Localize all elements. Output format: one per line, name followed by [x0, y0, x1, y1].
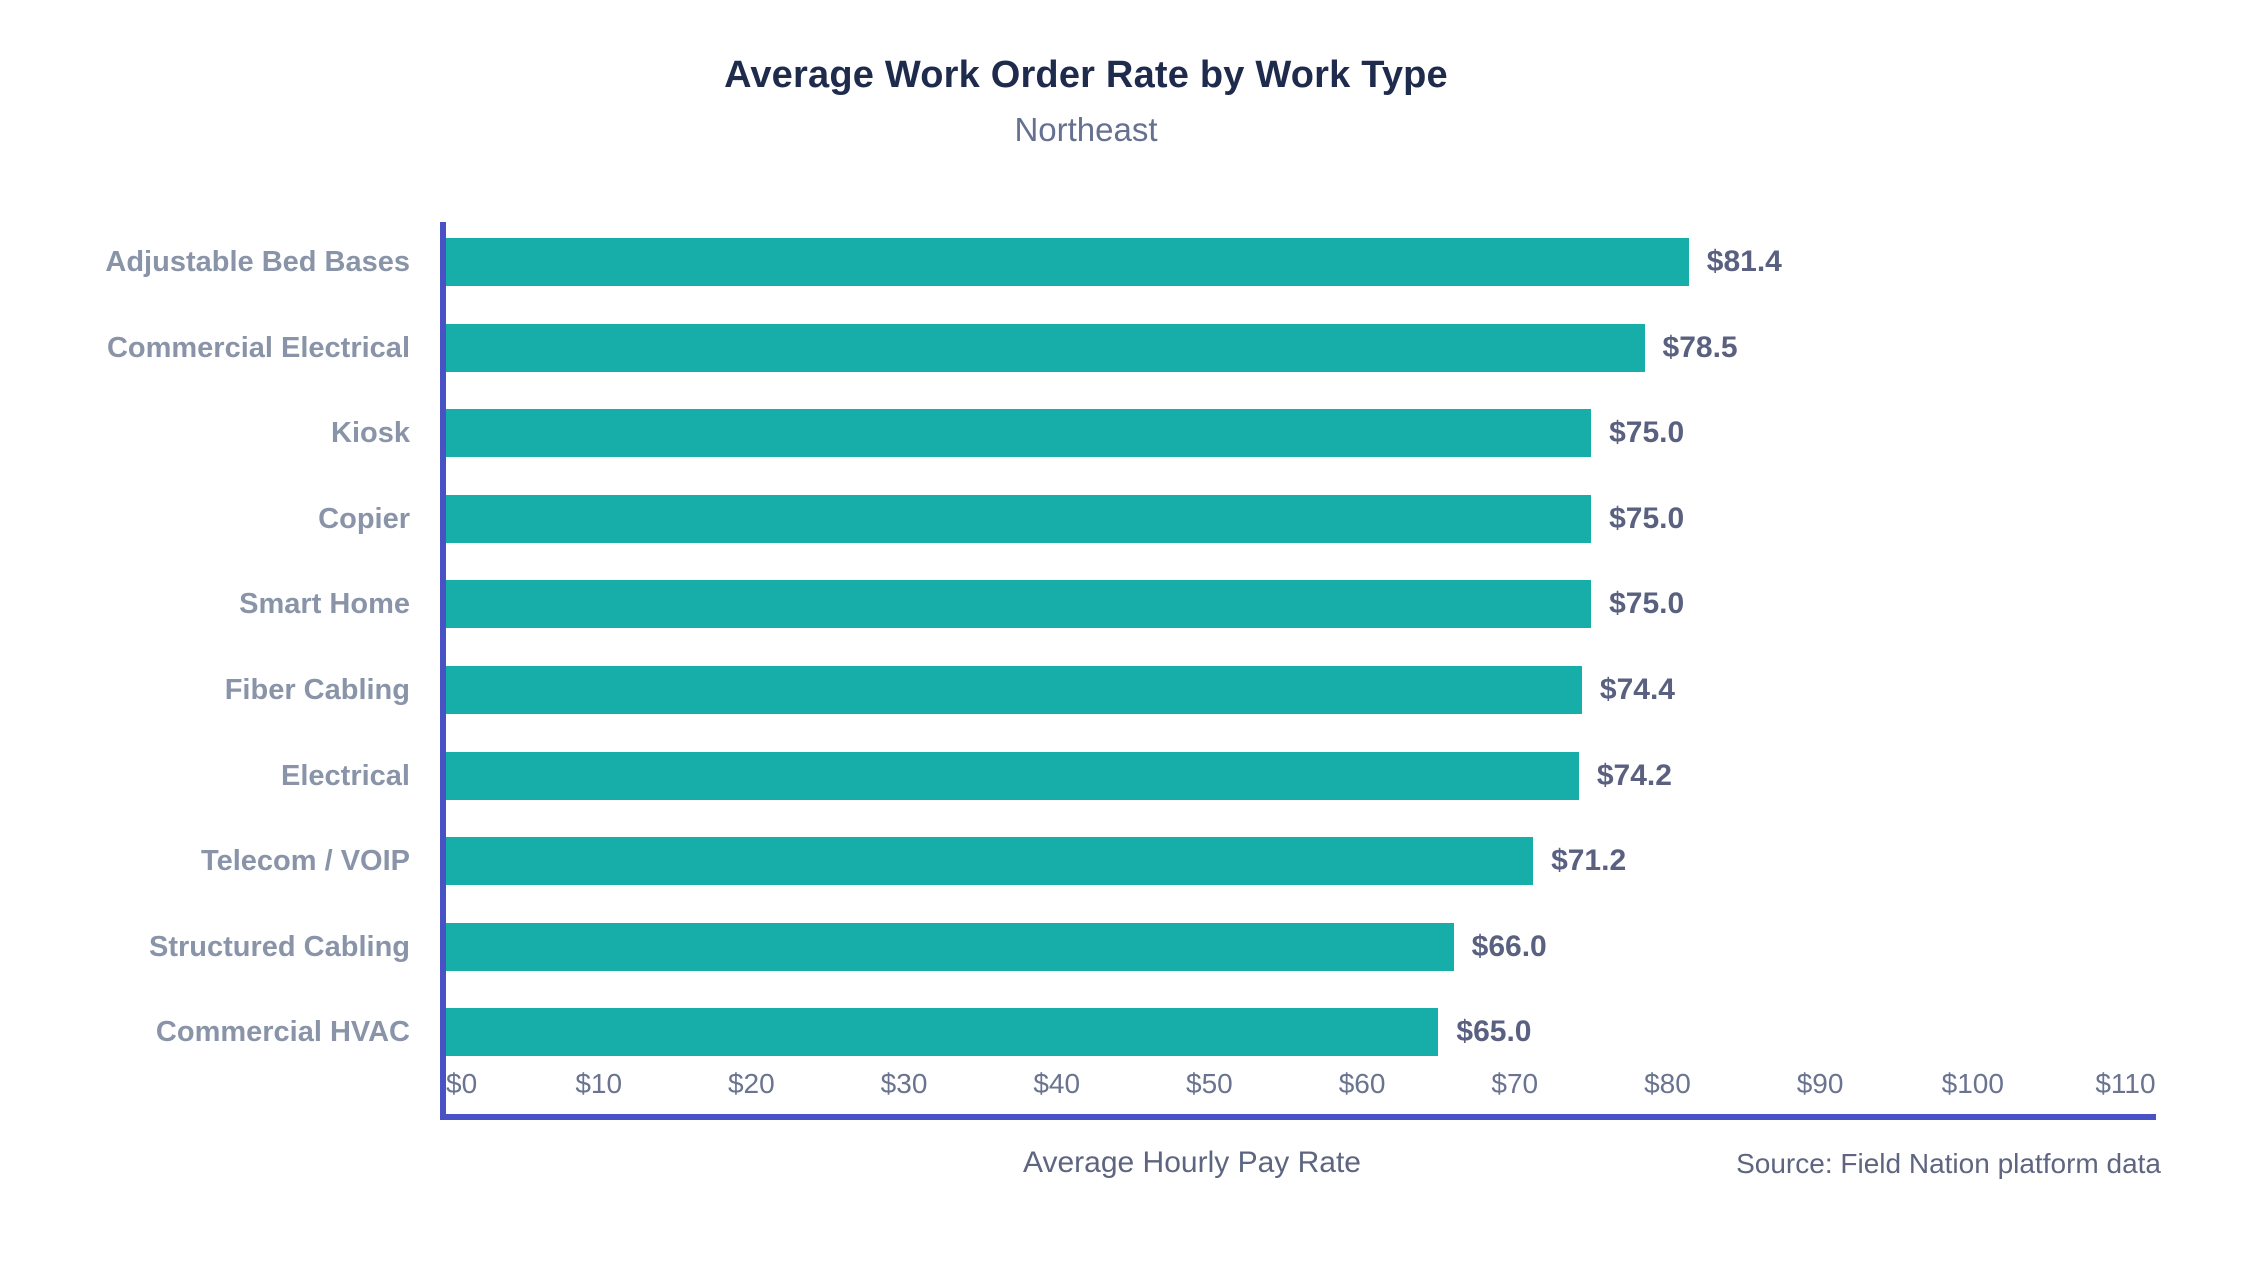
chart-title: Average Work Order Rate by Work Type	[724, 54, 1448, 96]
bar-row: $75.0	[446, 409, 2156, 495]
bar-row: $74.2	[446, 751, 2156, 838]
category-label: Commercial Electrical	[106, 331, 410, 364]
bar-row: $65.0	[446, 1008, 2156, 1094]
category-label: Electrical	[281, 759, 410, 792]
bar-row: $75.0	[446, 580, 2156, 666]
plot-area: $81.4 $78.5 $75.0 $75.0 $75.0 $74.4	[440, 222, 2156, 1120]
bar-row: $66.0	[446, 922, 2156, 1009]
x-tick-label: $70	[1491, 1068, 1539, 1099]
bar	[446, 837, 1534, 886]
bar-value-label: $78.5	[1662, 330, 1738, 364]
bar	[446, 323, 1645, 372]
bar	[446, 665, 1582, 714]
bar-row: $78.5	[446, 323, 2156, 410]
bar-value-label: $81.4	[1706, 245, 1782, 278]
bar-value-label: $74.4	[1599, 672, 1675, 706]
category-label: Smart Home	[239, 588, 410, 621]
bar-value-label: $74.2	[1596, 758, 1672, 792]
x-tick-label: $40	[1033, 1068, 1081, 1099]
y-axis-labels: Adjustable Bed Bases Commercial Electric…	[0, 238, 410, 1094]
category-label: Telecom / VOIP	[201, 845, 410, 878]
bar-row: $81.4	[446, 238, 2156, 324]
bars-container: $81.4 $78.5 $75.0 $75.0 $75.0 $74.4	[446, 222, 2156, 1094]
x-tick-label: $90	[1796, 1068, 1844, 1099]
bar-value-label: $71.2	[1551, 844, 1627, 878]
bar-value-label: $75.0	[1609, 587, 1685, 621]
x-axis-title: Average Hourly Pay Rate	[1023, 1146, 1361, 1179]
x-tick-label: $50	[1186, 1068, 1233, 1099]
x-tick-label: $0	[446, 1068, 478, 1099]
bar	[446, 1008, 1439, 1057]
bar-row: $75.0	[446, 494, 2156, 581]
bar	[446, 580, 1592, 629]
bar	[446, 751, 1579, 800]
x-tick-label: $80	[1644, 1068, 1691, 1099]
chart-header: Average Work Order Rate by Work Type Nor…	[0, 54, 2172, 149]
category-label: Commercial HVAC	[155, 1016, 410, 1049]
x-tick-label: $60	[1338, 1068, 1386, 1099]
category-label: Adjustable Bed Bases	[105, 246, 410, 278]
category-label: Fiber Cabling	[224, 673, 410, 706]
category-label: Kiosk	[331, 417, 410, 450]
source-note: Source: Field Nation platform data	[1736, 1148, 2161, 1179]
x-tick-label: $100	[1941, 1068, 2004, 1099]
category-label: Copier	[318, 502, 410, 535]
bar	[446, 494, 1592, 543]
bar-row: $71.2	[446, 837, 2156, 923]
bar	[446, 409, 1592, 458]
bar-value-label: $75.0	[1609, 501, 1685, 535]
x-tick-label: $10	[575, 1068, 623, 1099]
bar-value-label: $65.0	[1456, 1015, 1532, 1049]
x-tick-label: $30	[880, 1068, 928, 1099]
chart-subtitle: Northeast	[1014, 111, 1158, 148]
bar-row: $74.4	[446, 665, 2156, 752]
bar	[446, 922, 1454, 971]
bar-value-label: $66.0	[1471, 929, 1547, 963]
bar	[446, 238, 1689, 286]
category-label: Structured Cabling	[148, 930, 410, 963]
x-tick-label: $20	[727, 1068, 775, 1099]
bar-value-label: $75.0	[1609, 416, 1685, 450]
x-tick-label: $110	[2095, 1068, 2156, 1099]
